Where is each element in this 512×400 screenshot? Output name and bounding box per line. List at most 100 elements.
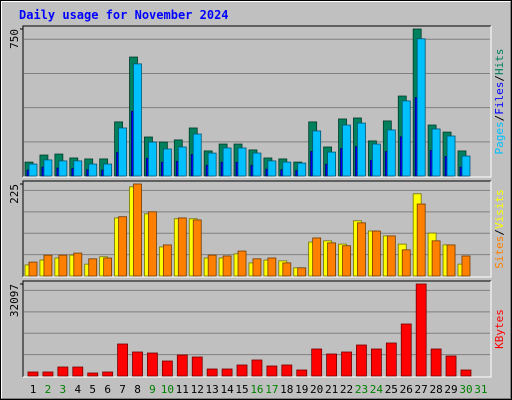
bar [237,147,247,177]
x-tick-label: 26 [400,383,413,396]
bar [133,63,142,177]
panel-edge-dark [22,25,491,177]
legend-entry: Sites [493,236,506,269]
bar [415,283,427,377]
panel-edge-light [23,281,492,378]
x-tick-label: 23 [355,383,368,396]
x-tick-label: 28 [429,383,442,396]
bar [42,371,54,377]
x-tick-label: 16 [250,383,263,396]
bar [327,151,337,177]
bar [357,122,366,177]
bar [88,163,98,177]
bar [237,250,247,277]
bar [57,366,69,377]
x-tick-label: 13 [206,383,219,396]
bar [327,242,337,277]
bar [177,217,187,277]
bar [73,160,83,177]
bar [266,365,278,377]
bar [28,261,38,277]
bar [460,369,472,377]
bar [222,147,232,177]
bar [341,351,352,377]
bar [311,348,323,377]
bar [400,323,412,377]
legend-separator: / [493,229,506,236]
x-tick-label: 1 [30,383,37,396]
bar [401,100,411,177]
legend-separator: / [493,75,506,82]
bar [221,368,233,377]
x-tick-label: 30 [459,383,472,396]
bar [176,354,188,377]
legend-entry: Pages [493,121,506,154]
x-tick-label: 17 [265,383,278,396]
bar [103,257,113,277]
bar [312,130,322,177]
bar [371,230,381,277]
bar [133,183,142,277]
bar [192,219,202,277]
bar [446,135,456,177]
bar [43,159,53,177]
x-tick-label: 7 [119,383,126,396]
bar [370,348,382,377]
legend-entry: Hits [493,49,506,76]
bar [356,344,367,377]
bar [251,359,263,377]
chart-title: Daily usage for November 2024 [19,8,229,22]
x-tick-label: 9 [149,383,156,396]
x-tick-label: 4 [74,383,81,396]
bar [312,237,322,277]
x-tick-label: 15 [235,383,248,396]
x-tick-label: 24 [370,383,384,396]
x-tick-label: 10 [161,383,174,396]
bar [148,211,157,277]
legend-entry: Visits [493,189,506,229]
bar [267,160,277,177]
bar [132,351,143,377]
x-tick-label: 14 [220,383,234,396]
bar [342,124,351,177]
x-tick-label: 3 [60,383,67,396]
bar [326,353,338,377]
bar [43,254,53,277]
legend: Sites/Visits [493,189,506,269]
bar [162,244,172,277]
x-tick-label: 5 [89,383,96,396]
bar [118,216,127,277]
bar [445,355,457,377]
x-tick-label: 22 [340,383,353,396]
x-tick-label: 18 [280,383,293,396]
x-tick-label: 25 [385,383,398,396]
y-tick-label: 750 [8,29,21,49]
bar [177,146,187,177]
legend-entry: Files [493,82,506,115]
y-tick-label: 225 [8,184,21,204]
panel-edge-dark [22,180,491,277]
bar [342,245,351,277]
bar [28,163,38,177]
x-tick-label: 19 [295,383,308,396]
bar [58,160,68,177]
bar [297,267,307,277]
y-tick-label: 32097 [8,284,21,317]
bar [206,368,218,377]
legend: KBytes [493,309,506,349]
x-tick-label: 29 [444,383,457,396]
legend-entry: KBytes [493,309,506,349]
bar [252,152,262,177]
bar [431,240,441,277]
x-tick-label: 27 [415,383,428,396]
bar [357,222,366,277]
bar [117,343,128,377]
bar [72,366,84,377]
bar [207,254,217,277]
bar [88,258,98,277]
bar [252,258,262,277]
x-tick-label: 6 [104,383,111,396]
bar [281,364,293,377]
